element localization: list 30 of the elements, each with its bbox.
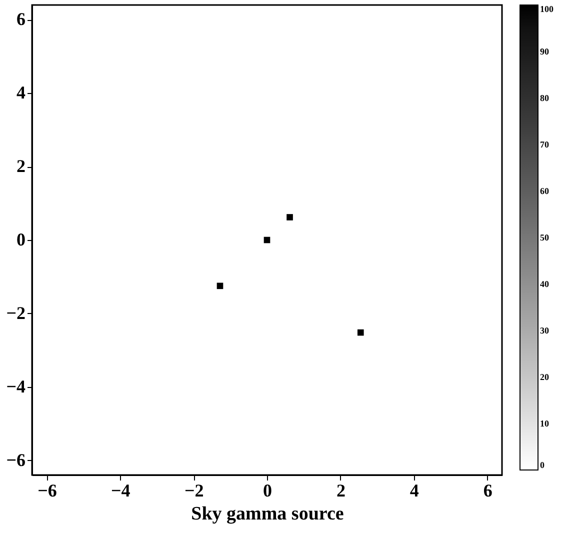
x-tick-label: 6 xyxy=(483,480,492,500)
x-tick-label: 4 xyxy=(410,480,419,500)
y-tick-label: −6 xyxy=(6,450,26,470)
x-tick-label: −2 xyxy=(184,480,204,500)
color-bar-label: 80 xyxy=(540,93,550,103)
point xyxy=(264,236,270,244)
y-tick-label: 0 xyxy=(16,230,26,250)
y-tick-label: −4 xyxy=(6,376,26,396)
y-tick-label: 4 xyxy=(16,82,26,103)
x-tick-label: −4 xyxy=(110,480,130,500)
color-bar-label: 70 xyxy=(540,140,550,150)
x-tick-label: −6 xyxy=(38,480,57,500)
color-bar-label: 100 xyxy=(540,4,554,14)
color-bar-label: 90 xyxy=(540,46,550,56)
y-tick-label: 2 xyxy=(16,156,26,176)
x-axis-title: Sky gamma source xyxy=(191,504,344,524)
point xyxy=(286,214,293,220)
color-bar-label: 0 xyxy=(540,460,545,470)
x-tick-label: 0 xyxy=(263,480,272,500)
color-bar-label: 40 xyxy=(540,279,550,289)
color-bar-label: 10 xyxy=(540,418,550,428)
y-tick-label: −2 xyxy=(6,302,26,323)
color-bar-label: 30 xyxy=(540,326,550,336)
color-bar-label: 50 xyxy=(540,232,550,242)
y-tick-label: 6 xyxy=(16,9,26,30)
color-bar-label: 60 xyxy=(540,186,550,196)
color-bar-label: 20 xyxy=(540,372,550,382)
x-tick-label: 2 xyxy=(336,480,346,500)
point xyxy=(357,329,364,336)
point xyxy=(216,282,224,290)
